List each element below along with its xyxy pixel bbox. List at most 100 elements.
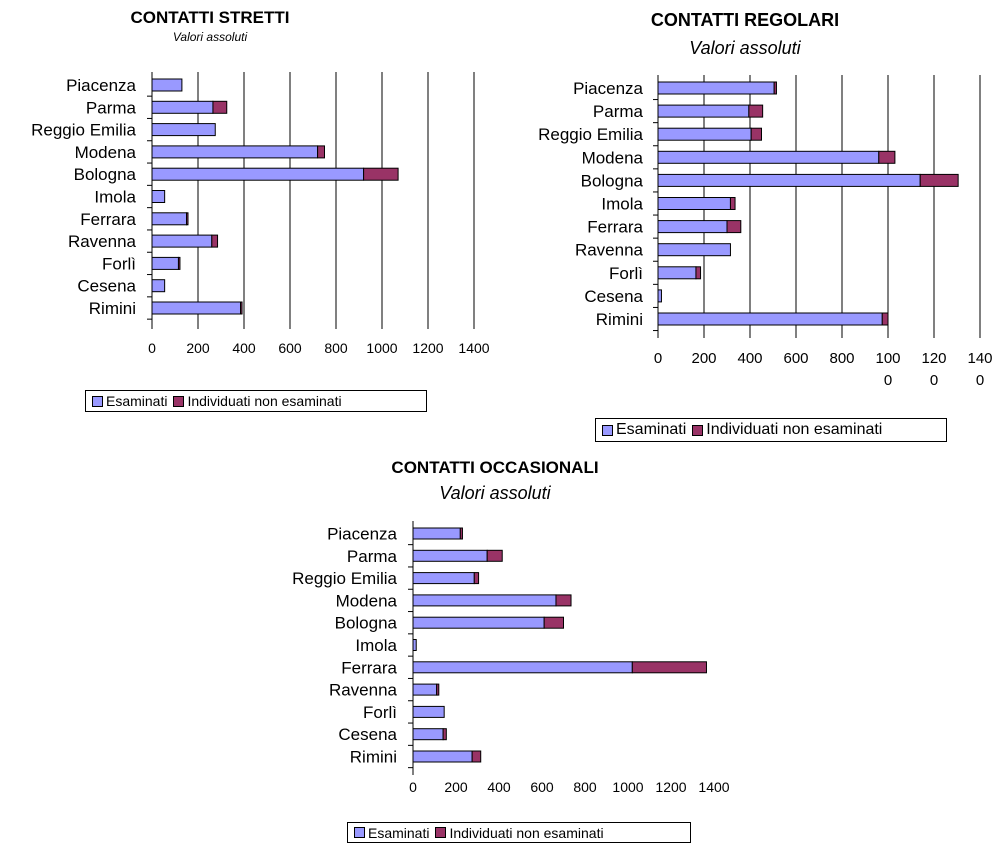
bar-non-esaminati — [695, 266, 702, 280]
legend-swatch-non-esaminati — [173, 395, 185, 407]
category-label: Modena — [582, 148, 644, 167]
chart-legend: Esaminati Individuati non esaminati — [595, 418, 947, 442]
chart-legend: Esaminati Individuati non esaminati — [347, 822, 691, 843]
category-label: Forlì — [102, 254, 136, 273]
bar-esaminati — [151, 279, 166, 293]
category-label: Ravenna — [575, 241, 644, 260]
bar-esaminati — [151, 78, 183, 92]
category-label: Imola — [601, 195, 643, 214]
category-label: Bologna — [74, 165, 137, 184]
x-tick-label: 400 — [737, 350, 762, 367]
bar-esaminati — [657, 312, 883, 326]
category-label: Ferrara — [587, 218, 643, 237]
bar-esaminati — [412, 549, 488, 562]
chart-subtitle: Valori assoluti — [439, 483, 551, 503]
category-label: Ferrara — [341, 658, 397, 677]
category-label: Parma — [347, 547, 398, 566]
x-tick-label: 1000 — [366, 340, 397, 356]
bar-non-esaminati — [317, 145, 326, 159]
bar-esaminati — [412, 705, 445, 718]
category-label: Reggio Emilia — [292, 569, 397, 588]
bar-non-esaminati — [212, 100, 228, 114]
bar-esaminati — [657, 104, 750, 118]
bar-esaminati — [657, 243, 731, 257]
category-label: Rimini — [89, 299, 136, 318]
category-label: Piacenza — [66, 76, 136, 95]
bar-non-esaminati — [363, 167, 399, 181]
bar-chart-plot: Piacenza Parma Reggio Emilia Modena Bologna I… — [31, 72, 490, 356]
bar-esaminati — [657, 150, 880, 164]
category-label: Rimini — [596, 310, 643, 329]
x-tick-label: 1400 — [698, 779, 729, 795]
category-label: Ferrara — [80, 210, 136, 229]
bar-non-esaminati — [878, 150, 896, 164]
x-tick-label: 800 — [573, 779, 597, 795]
bar-esaminati — [412, 661, 633, 674]
legend-label-non-esaminati: Individuati non esaminati — [706, 421, 883, 438]
chart-title: CONTATTI OCCASIONALI — [391, 458, 599, 477]
bar-esaminati — [412, 639, 417, 651]
x-tick-label: 200 — [444, 779, 468, 795]
x-tick-label: 0 — [654, 350, 662, 367]
bar-non-esaminati — [748, 104, 764, 118]
bar-non-esaminati — [773, 81, 777, 95]
bar-esaminati — [412, 616, 545, 629]
x-tick-label: 400 — [232, 340, 256, 356]
x-tick-label: 800 — [829, 350, 854, 367]
x-tick-label: 1400 — [458, 340, 489, 356]
category-label: Imola — [94, 188, 136, 207]
category-label: Forlì — [363, 703, 397, 722]
chart-title: CONTATTI REGOLARI — [650, 10, 840, 30]
bar-non-esaminati — [211, 234, 219, 248]
chart-contatti-occasionali: CONTATTI OCCASIONALI Valori assoluti Pia… — [0, 445, 995, 845]
legend-label-non-esaminati: Individuati non esaminati — [449, 824, 604, 841]
x-tick-label: 400 — [487, 779, 511, 795]
chart-subtitle: Valori assoluti — [172, 30, 248, 44]
bar-esaminati — [657, 289, 662, 303]
bar-esaminati — [151, 256, 179, 270]
category-label: Reggio Emilia — [538, 125, 643, 144]
bar-non-esaminati — [919, 173, 959, 187]
bar-esaminati — [412, 728, 444, 741]
category-label: Modena — [336, 591, 398, 610]
bar-esaminati — [412, 572, 475, 585]
bar-esaminati — [151, 145, 319, 159]
bar-esaminati — [151, 234, 213, 248]
bar-non-esaminati — [726, 220, 742, 234]
category-label: Rimini — [350, 748, 397, 767]
legend-swatch-non-esaminati — [692, 424, 704, 436]
bar-non-esaminati — [459, 527, 463, 540]
bar-esaminati — [151, 167, 365, 181]
category-label: Reggio Emilia — [31, 121, 136, 140]
bar-non-esaminati — [729, 197, 736, 210]
category-label: Cesena — [338, 725, 397, 744]
legend-label-esaminati: Esaminati — [616, 421, 687, 438]
bar-esaminati — [412, 683, 438, 696]
bar-esaminati — [151, 100, 214, 114]
bar-non-esaminati — [631, 661, 707, 674]
bar-non-esaminati — [471, 750, 482, 763]
legend-label-esaminati: Esaminati — [106, 393, 168, 409]
bar-esaminati — [657, 220, 728, 234]
category-label: Piacenza — [327, 525, 397, 544]
bar-esaminati — [657, 197, 731, 210]
x-tick-label: 0 — [409, 779, 417, 795]
x-tick-label: 600 — [783, 350, 808, 367]
bar-esaminati — [657, 81, 775, 95]
category-label: Cesena — [77, 277, 136, 296]
bar-non-esaminati — [473, 572, 480, 585]
x-tick-label: 200 — [186, 340, 210, 356]
bar-esaminati — [657, 266, 697, 280]
category-label: Parma — [593, 102, 644, 121]
category-label: Bologna — [581, 171, 644, 190]
bar-esaminati — [412, 527, 461, 540]
bar-esaminati — [657, 127, 752, 141]
category-label: Piacenza — [573, 79, 643, 98]
chart-contatti-stretti: CONTATTI STRETTI Valori assoluti Piacenz… — [0, 0, 490, 445]
chart-title: CONTATTI STRETTI — [130, 8, 290, 27]
x-tick-label: 800 — [324, 340, 348, 356]
category-label: Modena — [75, 143, 137, 162]
bar-chart-plot: Piacenza Parma Reggio Emilia Modena Bologna I… — [538, 75, 993, 389]
